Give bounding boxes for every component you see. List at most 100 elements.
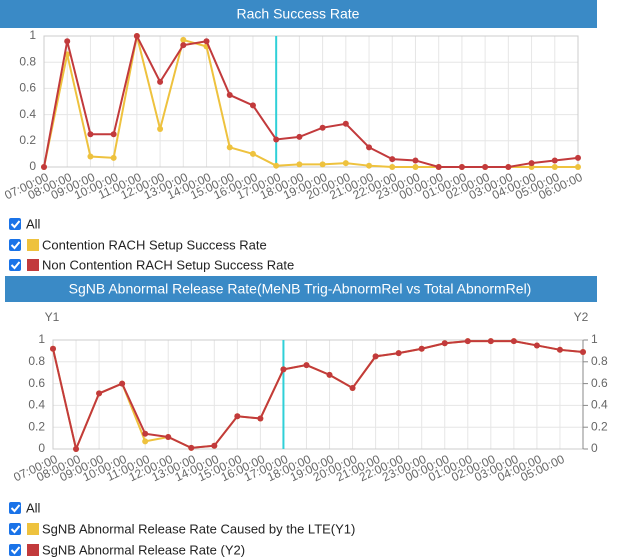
- data-point: [464, 338, 471, 345]
- y-tick-label: 0.8: [28, 354, 45, 368]
- data-point: [342, 160, 349, 167]
- data-point: [157, 126, 164, 133]
- y-tick-label: 0: [29, 159, 36, 173]
- y2-tick-label: 0.2: [591, 419, 608, 433]
- y-tick-label: 0.2: [19, 133, 36, 147]
- legend-label[interactable]: SgNB Abnormal Release Rate (Y2): [42, 542, 245, 557]
- data-point: [273, 162, 280, 169]
- checkbox[interactable]: [9, 259, 21, 271]
- data-point: [157, 78, 164, 85]
- data-point: [505, 164, 512, 170]
- data-point: [87, 153, 94, 160]
- y-tick-label: 0.2: [28, 419, 45, 433]
- checkmark: [10, 525, 21, 534]
- data-point: [296, 133, 303, 140]
- y-tick-label: 1: [38, 332, 45, 346]
- y-tick-label: 0.8: [19, 54, 36, 68]
- data-point: [319, 124, 326, 131]
- data-point: [395, 350, 402, 357]
- checkmark: [10, 220, 21, 229]
- data-point: [50, 345, 56, 352]
- data-point: [528, 160, 535, 167]
- data-point: [203, 38, 210, 45]
- y2-tick-label: 0.8: [591, 354, 608, 368]
- data-point: [273, 136, 280, 143]
- data-point: [64, 38, 71, 45]
- data-point: [119, 380, 126, 387]
- data-point: [575, 164, 581, 170]
- y2-axis-label: Y2: [574, 310, 589, 324]
- data-point: [142, 438, 149, 445]
- data-point: [412, 157, 419, 164]
- header-bar: [5, 276, 597, 302]
- data-point: [234, 413, 241, 420]
- legend-all[interactable]: All: [26, 500, 41, 515]
- data-point: [303, 362, 310, 369]
- data-point: [110, 131, 117, 138]
- legend-label[interactable]: Non Contention RACH Setup Success Rate: [42, 257, 294, 272]
- legend-label[interactable]: SgNB Abnormal Release Rate Caused by the…: [42, 521, 355, 536]
- plot-border: [43, 35, 579, 168]
- data-point: [551, 157, 558, 164]
- series-line: [43, 33, 579, 168]
- series-line: [52, 340, 584, 453]
- data-point: [389, 164, 396, 170]
- data-point: [482, 164, 489, 170]
- y-tick-label: 0: [38, 441, 45, 455]
- data-point: [319, 161, 326, 168]
- data-point: [372, 353, 379, 360]
- legend-swatch: [27, 259, 39, 271]
- data-point: [133, 33, 140, 39]
- legend-swatch: [27, 239, 39, 251]
- data-point: [257, 415, 264, 422]
- legend-all[interactable]: All: [26, 216, 41, 231]
- y-axis-label: Y1: [45, 310, 60, 324]
- checkbox[interactable]: [9, 218, 21, 230]
- header-bar: [0, 0, 597, 28]
- checkmark: [10, 261, 21, 270]
- series-line: [52, 340, 584, 453]
- data-point: [326, 371, 333, 378]
- data-point: [510, 338, 517, 345]
- data-point: [249, 150, 256, 157]
- y-tick-label: 0.4: [19, 107, 36, 121]
- data-point: [580, 348, 586, 355]
- chart-title: SgNB Abnormal Release Rate(MeNB Trig-Abn…: [69, 281, 532, 297]
- data-point: [226, 144, 233, 151]
- data-point: [296, 161, 303, 168]
- data-point: [533, 342, 540, 349]
- data-point: [226, 91, 233, 98]
- plot-border: [52, 339, 584, 450]
- data-point: [180, 42, 187, 49]
- checkmark: [10, 504, 21, 513]
- checkbox[interactable]: [9, 523, 21, 535]
- data-point: [441, 340, 448, 347]
- data-point: [165, 434, 172, 441]
- legend-label[interactable]: Contention RACH Setup Success Rate: [42, 237, 267, 252]
- y-tick-label: 0.4: [28, 398, 45, 412]
- data-point: [418, 345, 425, 352]
- checkbox[interactable]: [9, 544, 21, 556]
- legend-swatch: [27, 523, 39, 535]
- y-tick-label: 0.6: [28, 376, 45, 390]
- data-point: [366, 144, 373, 151]
- data-point: [180, 36, 187, 43]
- y2-tick-label: 0: [591, 441, 598, 455]
- data-point: [551, 164, 558, 170]
- series-line: [43, 35, 578, 168]
- y2-tick-label: 0.6: [591, 376, 608, 390]
- data-point: [435, 164, 442, 170]
- y2-tick-label: 0.4: [591, 398, 608, 412]
- checkbox[interactable]: [9, 502, 21, 514]
- data-point: [87, 131, 94, 138]
- data-point: [412, 164, 419, 170]
- checkbox[interactable]: [9, 239, 21, 251]
- data-point: [142, 430, 149, 437]
- data-point: [41, 164, 47, 170]
- data-point: [389, 156, 396, 163]
- y-tick-label: 1: [29, 28, 36, 42]
- data-point: [366, 162, 373, 169]
- data-point: [280, 366, 287, 373]
- data-point: [96, 390, 103, 397]
